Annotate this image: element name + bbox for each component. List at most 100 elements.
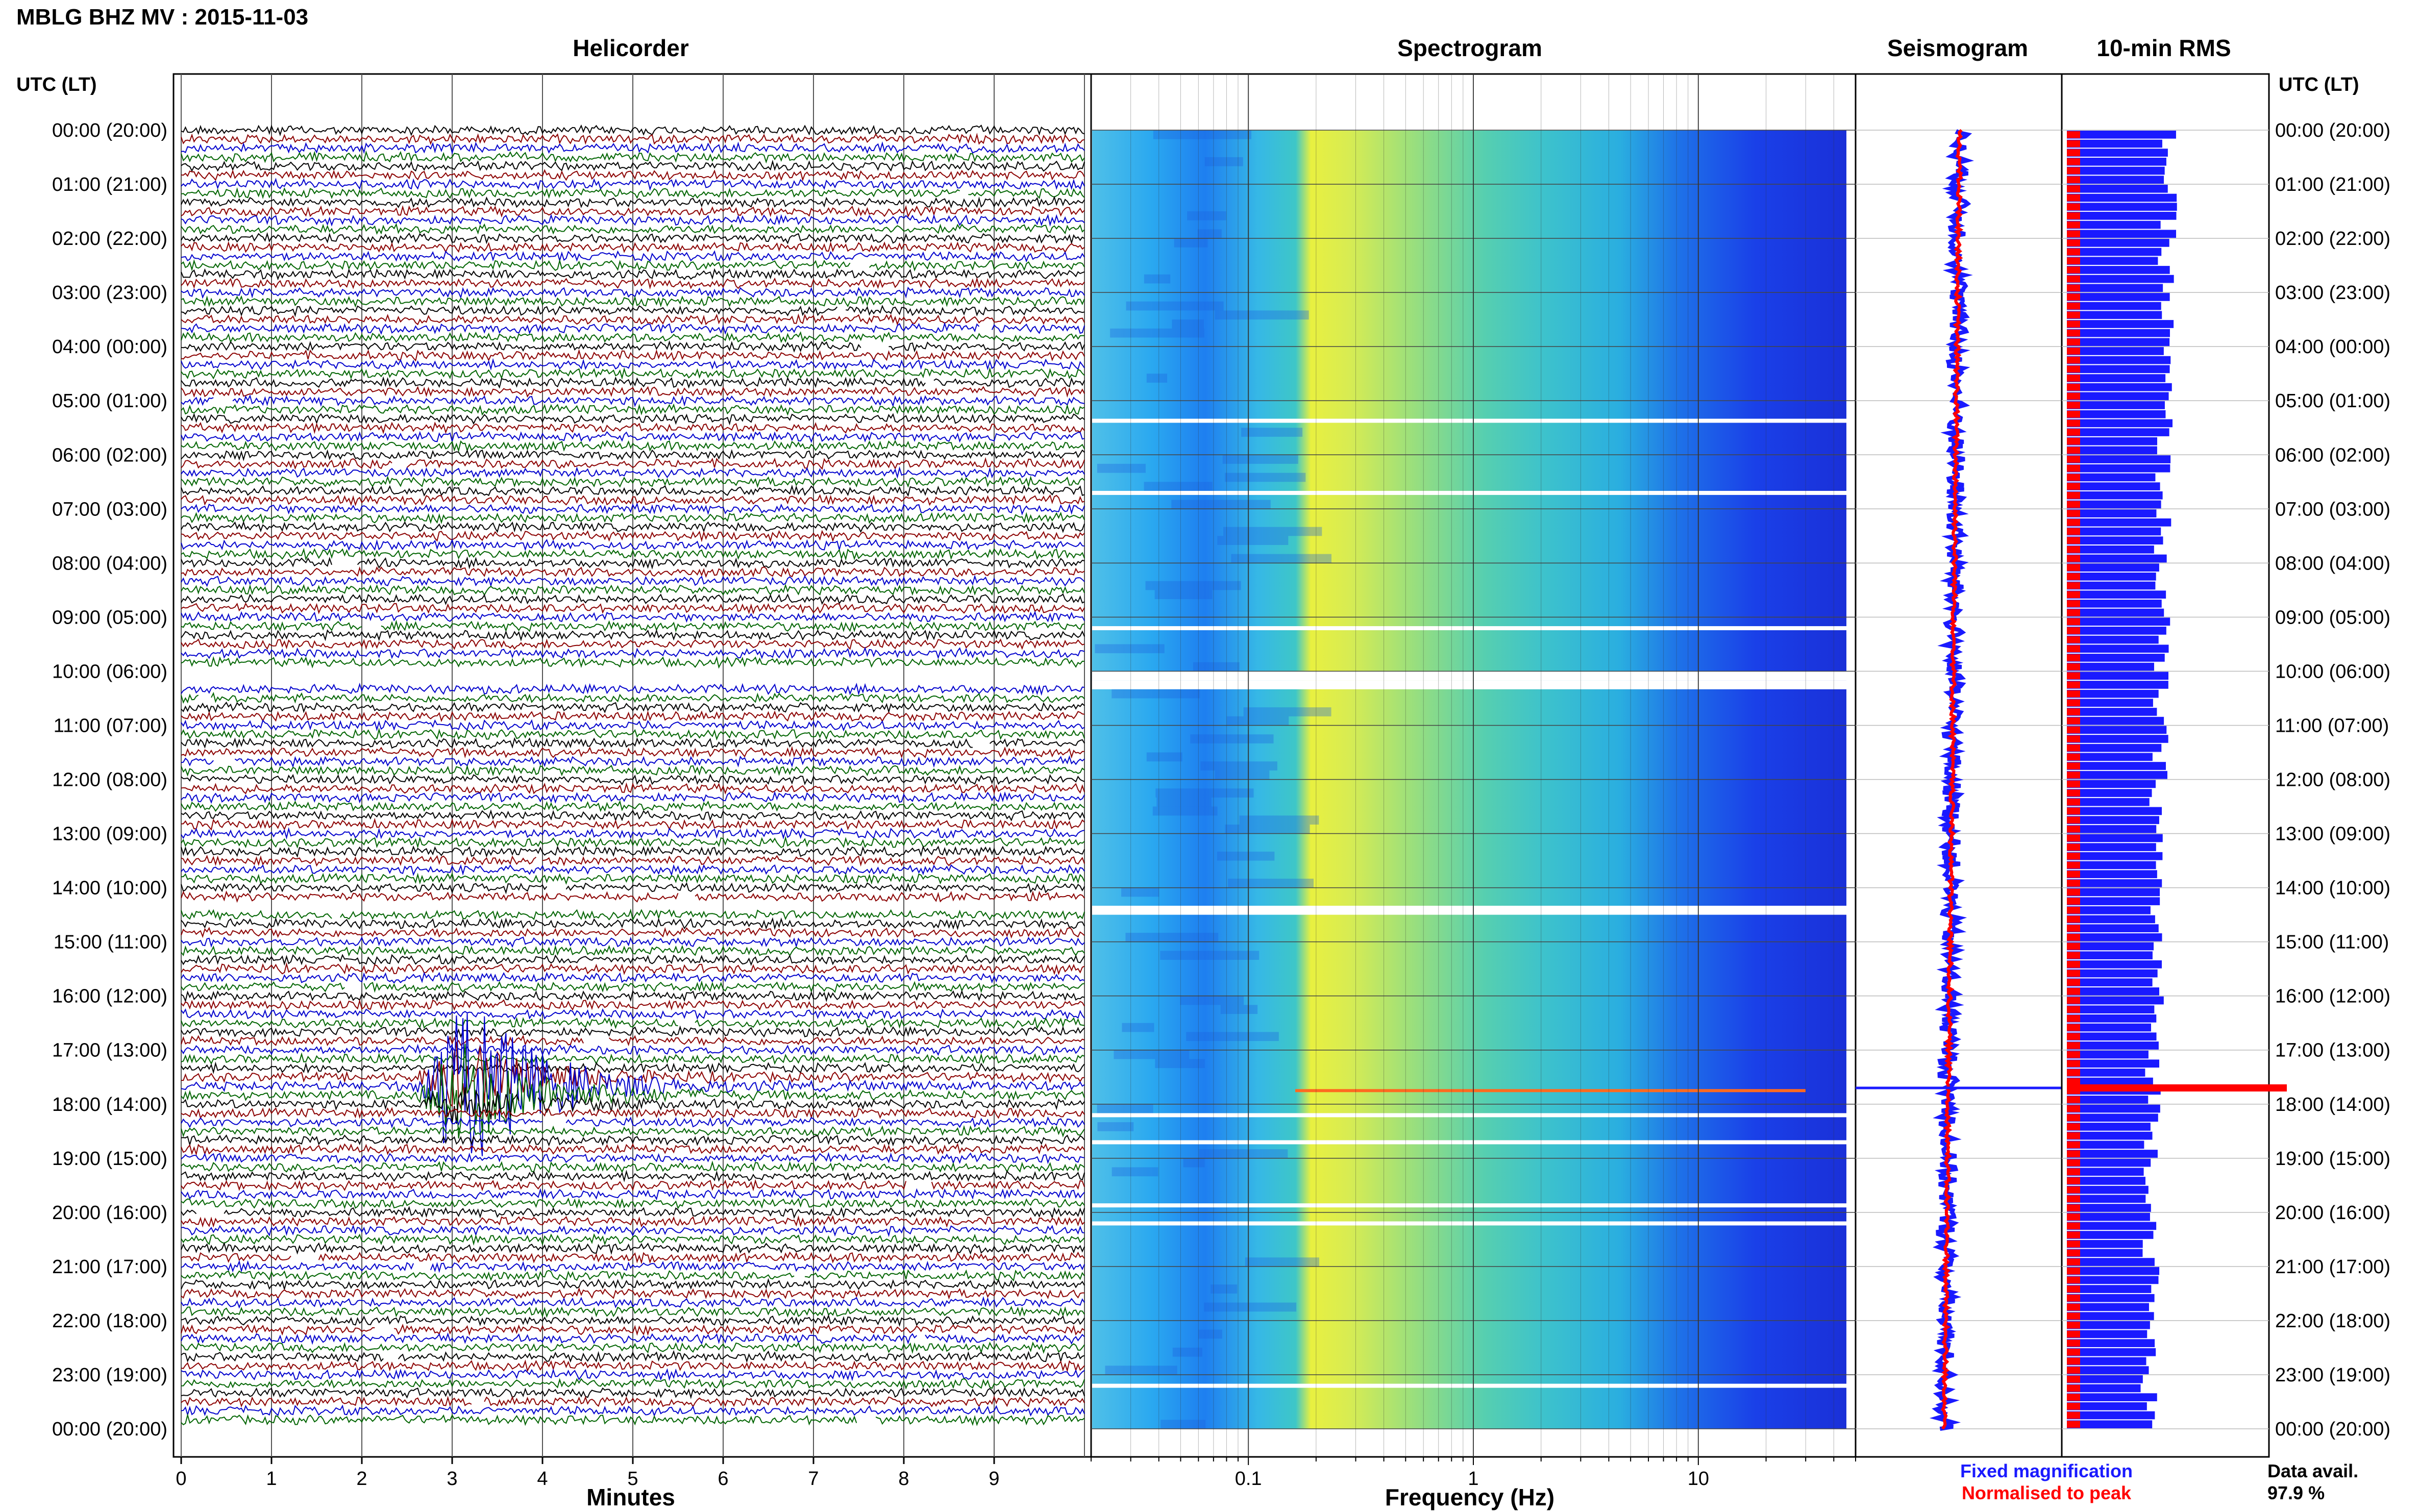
spectrogram-texture bbox=[1112, 1167, 1158, 1177]
rms-bar-normalised bbox=[2067, 176, 2080, 184]
spectrogram-texture bbox=[1126, 301, 1224, 311]
spectrogram-texture bbox=[1097, 463, 1146, 473]
rms-bar-fixed bbox=[2067, 924, 2159, 932]
minute-tick-label: 9 bbox=[989, 1468, 999, 1490]
rms-bar-fixed bbox=[2067, 1069, 2145, 1077]
time-labels-left: 00:00 (20:00) 01:00 (21:00) 02:00 (22:00) 0… bbox=[52, 120, 167, 1440]
frequency-tick-label: 10 bbox=[1688, 1468, 1709, 1490]
spectrogram-texture bbox=[1144, 274, 1171, 284]
rms-bar-normalised bbox=[2067, 699, 2080, 707]
rms-bar-normalised bbox=[2067, 708, 2080, 715]
spectrogram-gap bbox=[1092, 1383, 1846, 1388]
rms-bar-normalised bbox=[2067, 185, 2080, 192]
rms-bar-normalised bbox=[2067, 1177, 2080, 1184]
helicorder-trace bbox=[181, 295, 1085, 308]
rms-bar-normalised bbox=[2067, 1213, 2080, 1221]
rms-bar-fixed bbox=[2067, 834, 2163, 842]
helicorder-trace bbox=[181, 989, 1085, 1003]
spectrogram-texture bbox=[1217, 536, 1289, 545]
rms-bar-normalised bbox=[2067, 844, 2080, 851]
spectrogram-texture bbox=[1097, 1122, 1134, 1131]
rms-bar-fixed bbox=[2067, 581, 2156, 590]
helicorder-trace bbox=[181, 936, 1085, 949]
rms-bar-fixed bbox=[2067, 1042, 2159, 1050]
rms-bar-normalised bbox=[2067, 618, 2080, 626]
rms-bar-normalised bbox=[2067, 1024, 2080, 1031]
time-label-left: 07:00 (03:00) bbox=[52, 499, 167, 520]
helicorder-trace bbox=[181, 638, 1085, 650]
rms-bar-normalised bbox=[2067, 1394, 2080, 1401]
spectrogram-texture bbox=[1121, 887, 1159, 897]
rms-bar-fixed bbox=[2067, 1420, 2153, 1428]
helicorder-trace bbox=[695, 890, 1085, 903]
time-label-right: 22:00 (18:00) bbox=[2275, 1310, 2390, 1332]
rms-bar-normalised bbox=[2067, 140, 2080, 147]
rms-bar-normalised bbox=[2067, 1006, 2080, 1013]
rms-bar-normalised bbox=[2067, 717, 2080, 725]
rms-bar-normalised bbox=[2067, 1402, 2080, 1410]
helicorder-trace bbox=[211, 691, 1085, 704]
helicorder-trace bbox=[181, 855, 536, 867]
time-label-left: 00:00 (20:00) bbox=[52, 120, 167, 141]
rms-bar-fixed bbox=[2067, 987, 2159, 996]
spectrogram-texture bbox=[1155, 1059, 1205, 1069]
rms-bar-normalised bbox=[2067, 1375, 2080, 1383]
time-label-right: 19:00 (15:00) bbox=[2275, 1148, 2390, 1170]
helicorder-trace bbox=[484, 1395, 1085, 1408]
helicorder-trace bbox=[181, 1404, 1085, 1417]
rms-bar-fixed bbox=[2067, 1393, 2157, 1401]
rms-bar-normalised bbox=[2067, 1042, 2080, 1049]
rms-bar-normalised bbox=[2067, 167, 2080, 175]
rms-bar-fixed bbox=[2067, 401, 2165, 409]
rms-bar-fixed bbox=[2067, 1059, 2160, 1068]
spectrogram-texture bbox=[1204, 157, 1243, 166]
helicorder-trace bbox=[181, 133, 1085, 145]
spectrogram-texture bbox=[1145, 581, 1241, 590]
frequency-tick-label: 0.1 bbox=[1235, 1468, 1262, 1490]
rms-bar-fixed bbox=[2067, 212, 2177, 220]
rms-bar-fixed bbox=[2067, 662, 2154, 671]
helicorder-trace bbox=[398, 1350, 1085, 1364]
time-label-right: 14:00 (10:00) bbox=[2275, 878, 2390, 899]
helicorder-trace bbox=[181, 1034, 584, 1047]
rms-bar-fixed bbox=[2067, 1267, 2160, 1275]
spectrogram-gap bbox=[1092, 1140, 1846, 1145]
time-label-right: 01:00 (21:00) bbox=[2275, 174, 2390, 195]
helicorder-trace bbox=[181, 449, 1085, 462]
helicorder-trace bbox=[181, 909, 332, 921]
rms-bar-normalised bbox=[2067, 735, 2080, 742]
rms-bar-fixed bbox=[2067, 220, 2161, 229]
rms-bar-normalised bbox=[2067, 915, 2080, 923]
time-label-right: 03:00 (23:00) bbox=[2275, 282, 2390, 304]
spectrogram-texture bbox=[1152, 806, 1218, 816]
data-availability-value: 97.9 % bbox=[2267, 1482, 2325, 1503]
rms-bar-fixed bbox=[2067, 437, 2158, 445]
time-label-right: 02:00 (22:00) bbox=[2275, 228, 2390, 250]
rms-bar-normalised bbox=[2067, 780, 2080, 788]
rms-bar-fixed bbox=[2067, 635, 2159, 644]
spectrogram-texture bbox=[1105, 1366, 1177, 1375]
rms-bar-fixed bbox=[2067, 933, 2162, 941]
rms-bar-fixed bbox=[2067, 771, 2167, 779]
helicorder-trace bbox=[357, 556, 1085, 570]
helicorder-trace bbox=[181, 1224, 1085, 1237]
spectrogram-gap bbox=[1092, 1203, 1846, 1208]
time-label-right: 15:00 (11:00) bbox=[2275, 932, 2389, 953]
rms-bar-normalised bbox=[2067, 1330, 2080, 1338]
rms-bar-normalised bbox=[2067, 194, 2080, 202]
rms-bar-fixed bbox=[2067, 329, 2170, 337]
rms-bar-fixed bbox=[2067, 590, 2166, 599]
time-label-left: 05:00 (01:00) bbox=[52, 390, 167, 412]
spectrogram-texture bbox=[1155, 788, 1254, 798]
rms-bar-fixed bbox=[2067, 798, 2150, 806]
helicorder-trace bbox=[181, 610, 1085, 623]
rms-bar-normalised bbox=[2067, 1033, 2080, 1040]
minute-tick-label: 6 bbox=[718, 1468, 728, 1490]
spectrogram-texture bbox=[1097, 1104, 1153, 1113]
helicorder-trace bbox=[991, 324, 1085, 334]
rms-bar-normalised bbox=[2067, 555, 2080, 562]
rms-bar-normalised bbox=[2067, 329, 2080, 337]
rms-bar-fixed bbox=[2067, 193, 2177, 202]
rms-bar-normalised bbox=[2067, 483, 2080, 490]
rms-bar-normalised bbox=[2067, 419, 2080, 427]
